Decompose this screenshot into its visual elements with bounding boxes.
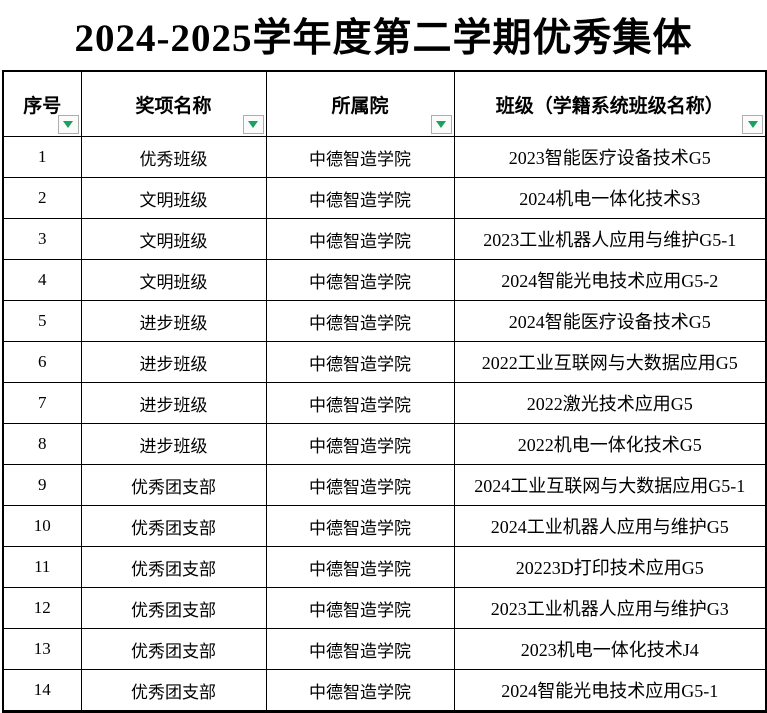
college-cell[interactable]: 中德智造学院	[265, 628, 455, 670]
class-name-cell[interactable]: 2024智能医疗设备技术G5	[453, 300, 767, 342]
column-header-label: 序号	[23, 95, 62, 117]
college-cell[interactable]: 中德智造学院	[265, 300, 455, 342]
awards-table: 序号 奖项名称 所属院	[2, 70, 767, 713]
class-name-cell[interactable]: 2022工业互联网与大数据应用G5	[453, 341, 767, 383]
award-name-cell[interactable]: 优秀班级	[80, 136, 267, 178]
column-header-award-name[interactable]: 奖项名称	[80, 70, 267, 137]
class-name-cell[interactable]: 2024智能光电技术应用G5-1	[453, 669, 767, 712]
table-row: 8 进步班级 中德智造学院 2022机电一体化技术G5	[2, 423, 767, 465]
college-cell[interactable]: 中德智造学院	[265, 546, 455, 588]
row-number-cell[interactable]: 8	[2, 423, 82, 465]
table-row: 14 优秀团支部 中德智造学院 2024智能光电技术应用G5-1	[2, 669, 767, 712]
column-header-label: 班级（学籍系统班级名称）	[495, 95, 724, 117]
table-row: 10 优秀团支部 中德智造学院 2024工业机器人应用与维护G5	[2, 505, 767, 547]
table-row: 3 文明班级 中德智造学院 2023工业机器人应用与维护G5-1	[2, 218, 767, 260]
college-cell[interactable]: 中德智造学院	[265, 341, 455, 383]
filter-dropdown-button[interactable]	[57, 115, 79, 134]
table-row: 4 文明班级 中德智造学院 2024智能光电技术应用G5-2	[2, 259, 767, 301]
row-number-cell[interactable]: 7	[2, 382, 82, 424]
row-number-cell[interactable]: 11	[2, 546, 82, 588]
award-name-cell[interactable]: 文明班级	[80, 259, 267, 301]
table-body: 1 优秀班级 中德智造学院 2023智能医疗设备技术G5 2 文明班级 中德智造学院 2024…	[2, 136, 767, 712]
column-header-label: 所属院	[331, 95, 389, 117]
award-name-cell[interactable]: 优秀团支部	[80, 546, 267, 588]
page-title: 2024-2025学年度第二学期优秀集体	[74, 17, 693, 60]
college-cell[interactable]: 中德智造学院	[265, 587, 455, 629]
class-name-cell[interactable]: 2023智能医疗设备技术G5	[453, 136, 767, 178]
college-cell[interactable]: 中德智造学院	[265, 464, 455, 506]
table-row: 11 优秀团支部 中德智造学院 20223D打印技术应用G5	[2, 546, 767, 588]
table-row: 5 进步班级 中德智造学院 2024智能医疗设备技术G5	[2, 300, 767, 342]
college-cell[interactable]: 中德智造学院	[265, 423, 455, 465]
award-name-cell[interactable]: 进步班级	[80, 423, 267, 465]
table-row: 1 优秀班级 中德智造学院 2023智能医疗设备技术G5	[2, 136, 767, 178]
column-header-number[interactable]: 序号	[2, 70, 82, 137]
triangle-down-icon	[248, 121, 258, 128]
class-name-cell[interactable]: 2022激光技术应用G5	[453, 382, 767, 424]
college-cell[interactable]: 中德智造学院	[265, 669, 455, 712]
row-number-cell[interactable]: 10	[2, 505, 82, 547]
college-cell[interactable]: 中德智造学院	[265, 505, 455, 547]
college-cell[interactable]: 中德智造学院	[265, 259, 455, 301]
table-row: 6 进步班级 中德智造学院 2022工业互联网与大数据应用G5	[2, 341, 767, 383]
award-name-cell[interactable]: 优秀团支部	[80, 628, 267, 670]
row-number-cell[interactable]: 9	[2, 464, 82, 506]
award-name-cell[interactable]: 文明班级	[80, 218, 267, 260]
award-name-cell[interactable]: 进步班级	[80, 382, 267, 424]
table-row: 13 优秀团支部 中德智造学院 2023机电一体化技术J4	[2, 628, 767, 670]
row-number-cell[interactable]: 5	[2, 300, 82, 342]
award-name-cell[interactable]: 优秀团支部	[80, 464, 267, 506]
class-name-cell[interactable]: 2023工业机器人应用与维护G5-1	[453, 218, 767, 260]
class-name-cell[interactable]: 2024工业互联网与大数据应用G5-1	[453, 464, 767, 506]
college-cell[interactable]: 中德智造学院	[265, 177, 455, 219]
award-name-cell[interactable]: 优秀团支部	[80, 669, 267, 712]
table-row: 2 文明班级 中德智造学院 2024机电一体化技术S3	[2, 177, 767, 219]
row-number-cell[interactable]: 12	[2, 587, 82, 629]
class-name-cell[interactable]: 2024智能光电技术应用G5-2	[453, 259, 767, 301]
column-header-class-name[interactable]: 班级（学籍系统班级名称）	[453, 70, 767, 137]
row-number-cell[interactable]: 6	[2, 341, 82, 383]
row-number-cell[interactable]: 2	[2, 177, 82, 219]
class-name-cell[interactable]: 2023机电一体化技术J4	[453, 628, 767, 670]
class-name-cell[interactable]: 20223D打印技术应用G5	[453, 546, 767, 588]
row-number-cell[interactable]: 14	[2, 669, 82, 712]
filter-dropdown-button[interactable]	[742, 115, 763, 134]
row-number-cell[interactable]: 13	[2, 628, 82, 670]
row-number-cell[interactable]: 1	[2, 136, 82, 178]
class-name-cell[interactable]: 2022机电一体化技术G5	[453, 423, 767, 465]
table-row: 9 优秀团支部 中德智造学院 2024工业互联网与大数据应用G5-1	[2, 464, 767, 506]
triangle-down-icon	[436, 121, 446, 128]
award-name-cell[interactable]: 优秀团支部	[80, 587, 267, 629]
row-number-cell[interactable]: 4	[2, 259, 82, 301]
class-name-cell[interactable]: 2024机电一体化技术S3	[453, 177, 767, 219]
class-name-cell[interactable]: 2024工业机器人应用与维护G5	[453, 505, 767, 547]
table-row: 12 优秀团支部 中德智造学院 2023工业机器人应用与维护G3	[2, 587, 767, 629]
award-name-cell[interactable]: 优秀团支部	[80, 505, 267, 547]
triangle-down-icon	[747, 121, 758, 128]
table-header: 序号 奖项名称 所属院	[2, 70, 767, 137]
college-cell[interactable]: 中德智造学院	[265, 382, 455, 424]
filter-dropdown-button[interactable]	[242, 115, 264, 134]
table-row: 7 进步班级 中德智造学院 2022激光技术应用G5	[2, 382, 767, 424]
column-header-label: 奖项名称	[135, 95, 212, 117]
college-cell[interactable]: 中德智造学院	[265, 218, 455, 260]
row-number-cell[interactable]: 3	[2, 218, 82, 260]
college-cell[interactable]: 中德智造学院	[265, 136, 455, 178]
award-name-cell[interactable]: 进步班级	[80, 341, 267, 383]
column-header-college[interactable]: 所属院	[265, 70, 455, 137]
class-name-cell[interactable]: 2023工业机器人应用与维护G3	[453, 587, 767, 629]
header-row: 序号 奖项名称 所属院	[2, 70, 767, 137]
award-name-cell[interactable]: 进步班级	[80, 300, 267, 342]
filter-dropdown-button[interactable]	[430, 115, 452, 134]
award-name-cell[interactable]: 文明班级	[80, 177, 267, 219]
triangle-down-icon	[63, 121, 73, 128]
